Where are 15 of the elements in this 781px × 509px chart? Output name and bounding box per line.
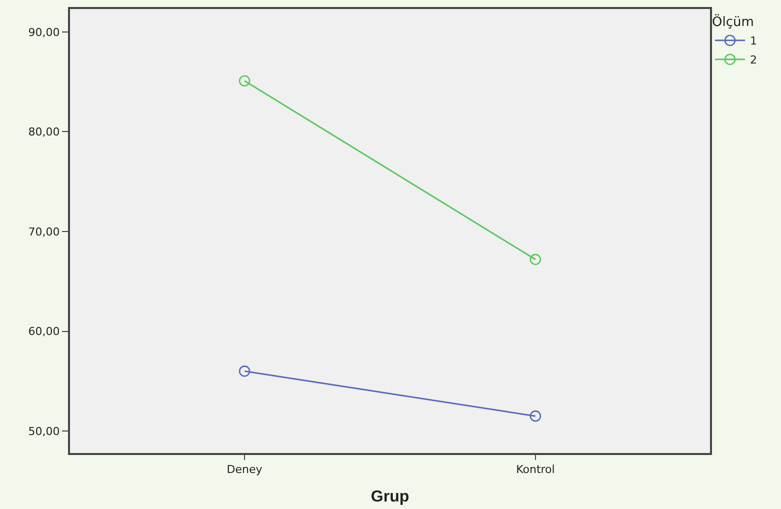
- y-tick-label: 60,00: [28, 325, 60, 338]
- y-tick-label: 90,00: [28, 26, 60, 39]
- point: [238, 75, 250, 86]
- y-tick-label: 80,00: [28, 126, 60, 139]
- legend-label: 2: [750, 54, 757, 67]
- legend-label: 1: [750, 34, 757, 48]
- point: [530, 410, 542, 422]
- x-tick-label: Deney: [226, 463, 263, 476]
- legend-title: Ölçüm: [712, 14, 754, 30]
- x-axis-title: Grup: [370, 488, 410, 506]
- y-tick-label: 70,00: [28, 225, 60, 238]
- x-tick-label: Kontrol: [516, 463, 555, 476]
- point: [238, 366, 250, 377]
- y-tick-label: 50,00: [28, 424, 60, 438]
- point: [530, 254, 542, 266]
